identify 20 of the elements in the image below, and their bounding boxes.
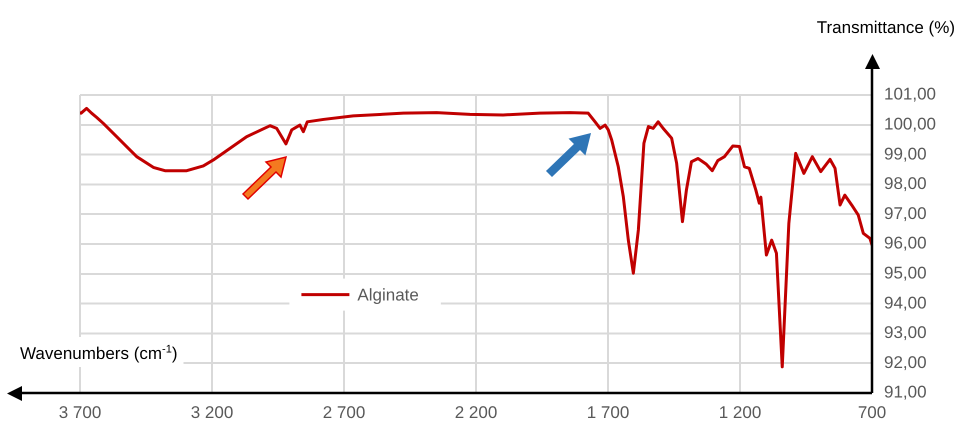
x-tick-label: 2 700	[322, 402, 366, 422]
y-tick-label: 96,00	[884, 234, 927, 253]
x-tick-label: 1 700	[586, 402, 630, 422]
y-tick-label: 91,00	[884, 382, 927, 402]
x-tick-label: 2 200	[454, 402, 498, 422]
y-tick-label: 98,00	[884, 174, 927, 194]
y-tick-label: 95,00	[884, 263, 927, 282]
x-tick-label: 3 200	[190, 402, 234, 422]
y-tick-label: 97,00	[884, 204, 927, 223]
y-tick-label: 93,00	[884, 323, 927, 342]
y-tick-label: 92,00	[884, 352, 927, 372]
legend-label: Alginate	[357, 285, 419, 304]
y-tick-label: 94,00	[884, 293, 927, 312]
y-tick-label: 100,00	[884, 114, 936, 134]
y-tick-label: 101,00	[884, 84, 936, 104]
x-tick-label: 3 700	[58, 402, 102, 422]
x-tick-label: 1 200	[718, 402, 762, 422]
y-axis-title: Transmittance (%)	[816, 18, 955, 37]
y-tick-label: 99,00	[884, 144, 927, 164]
x-tick-label: 700	[858, 402, 886, 422]
